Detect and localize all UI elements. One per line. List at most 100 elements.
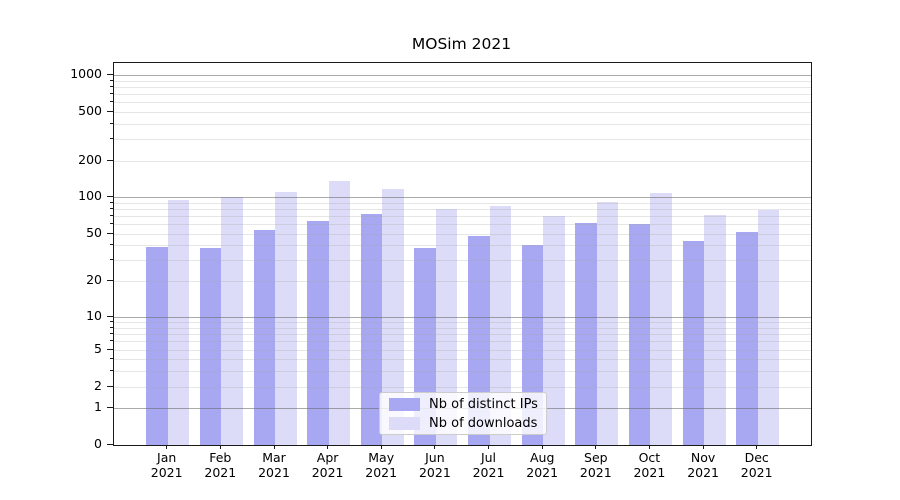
- x-tick-year: 2021: [258, 465, 290, 480]
- y-minor-tick-mark-300: [110, 138, 113, 140]
- gridline-7: [114, 334, 811, 335]
- gridline-300: [114, 139, 811, 141]
- y-tick-mark-20: [107, 280, 113, 281]
- x-tick-label-jun: Jun 2021: [395, 450, 475, 480]
- y-tick-mark-10: [107, 316, 113, 317]
- x-tick-mark-oct: [648, 445, 650, 449]
- y-tick-label-200: 200: [78, 152, 102, 167]
- gridline-500: [114, 112, 811, 113]
- y-tick-mark-1: [107, 407, 113, 408]
- bar-distinct-ips-may: [360, 213, 383, 445]
- x-tick-label-sep: Sep 2021: [556, 450, 636, 480]
- chart-title: MOSim 2021: [411, 35, 512, 53]
- y-tick-label-100: 100: [78, 188, 102, 203]
- x-tick-year: 2021: [740, 465, 773, 480]
- gridline-6: [114, 341, 811, 343]
- legend: Nb of distinct IPs Nb of downloads: [379, 392, 547, 435]
- x-tick-year: 2021: [633, 465, 666, 480]
- bar-downloads-sep: [596, 202, 619, 445]
- y-minor-tick-mark-700: [110, 93, 113, 94]
- x-tick-month: Jul: [480, 450, 497, 465]
- y-minor-tick-mark-40: [110, 244, 113, 246]
- x-tick-month: Jan: [157, 450, 177, 465]
- gridline-800: [114, 86, 811, 88]
- gridline-200: [114, 161, 811, 162]
- x-tick-month: Sep: [584, 450, 608, 465]
- y-minor-tick-mark-80: [110, 207, 113, 209]
- x-tick-mark-jun: [434, 445, 436, 449]
- gridline-700: [114, 94, 811, 95]
- gridline-9: [114, 322, 811, 323]
- gridline-600: [114, 102, 811, 104]
- y-tick-label-0: 0: [94, 436, 102, 451]
- gridline-1000: [114, 75, 811, 76]
- x-tick-label-aug: Aug 2021: [502, 450, 582, 480]
- y-minor-tick-mark-9: [110, 321, 113, 322]
- y-tick-label-1000: 1000: [70, 66, 102, 81]
- y-minor-tick-mark-8: [110, 326, 113, 328]
- y-tick-label-5: 5: [94, 341, 102, 356]
- y-minor-tick-mark-800: [110, 85, 113, 87]
- x-tick-month: Mar: [262, 450, 286, 465]
- x-tick-mark-aug: [541, 445, 543, 449]
- x-tick-label-jan: Jan 2021: [127, 450, 207, 480]
- x-tick-mark-nov: [702, 445, 704, 449]
- bar-distinct-ips-sep: [575, 223, 597, 445]
- x-tick-year: 2021: [418, 465, 451, 480]
- bar-distinct-ips-feb: [199, 248, 222, 445]
- y-minor-tick-mark-3: [110, 369, 113, 371]
- bar-downloads-oct: [650, 193, 672, 445]
- x-tick-mark-sep: [595, 445, 597, 449]
- gridline-2: [114, 387, 811, 388]
- y-tick-label-50: 50: [86, 225, 102, 240]
- gridline-30: [114, 260, 811, 262]
- gridline-900: [114, 80, 811, 82]
- gridline-40: [114, 245, 811, 247]
- gridline-80: [114, 208, 811, 210]
- bar-downloads-aug: [543, 216, 565, 445]
- x-tick-month: May: [368, 450, 395, 465]
- bar-distinct-ips-jan: [146, 246, 168, 445]
- legend-label-downloads: Nb of downloads: [429, 415, 538, 431]
- x-tick-month: Oct: [638, 450, 661, 465]
- x-tick-mark-apr: [327, 445, 329, 449]
- x-tick-label-mar: Mar 2021: [234, 450, 314, 480]
- gridline-50: [114, 234, 811, 235]
- x-tick-mark-may: [380, 445, 382, 449]
- x-tick-mark-feb: [219, 445, 221, 449]
- y-minor-tick-mark-90: [110, 201, 113, 203]
- y-minor-tick-mark-400: [110, 122, 113, 124]
- y-tick-mark-5: [107, 349, 113, 350]
- gridline-90: [114, 202, 811, 204]
- x-tick-year: 2021: [365, 465, 398, 480]
- bar-downloads-jun: [435, 208, 458, 445]
- y-tick-label-1: 1: [94, 399, 102, 414]
- x-tick-label-oct: Oct 2021: [609, 450, 689, 480]
- legend-swatch-distinct-ips: [389, 397, 420, 411]
- x-tick-year: 2021: [311, 465, 344, 480]
- bar-downloads-feb: [221, 197, 243, 445]
- plot-area: Nb of distinct IPs Nb of downloads: [113, 62, 812, 446]
- x-tick-month: Aug: [529, 450, 555, 465]
- x-tick-year: 2021: [579, 465, 612, 480]
- y-tick-label-500: 500: [78, 103, 102, 118]
- grid-layer: [114, 63, 811, 445]
- bar-downloads-jul: [489, 206, 511, 445]
- y-minor-tick-mark-60: [110, 223, 113, 225]
- y-minor-tick-mark-70: [110, 215, 113, 216]
- bar-downloads-jan: [167, 199, 190, 445]
- gridline-5: [114, 350, 811, 351]
- x-tick-label-nov: Nov 2021: [663, 450, 743, 480]
- gridline-70: [114, 216, 811, 217]
- x-tick-month: Apr: [316, 450, 339, 465]
- y-tick-mark-2: [107, 386, 113, 387]
- y-tick-mark-500: [107, 111, 113, 112]
- y-tick-label-10: 10: [86, 308, 102, 323]
- gridline-20: [114, 281, 811, 282]
- gridline-100: [114, 197, 811, 198]
- gridline-10: [114, 317, 811, 318]
- x-tick-year: 2021: [150, 465, 183, 480]
- y-tick-mark-200: [107, 160, 113, 161]
- bar-downloads-nov: [704, 214, 726, 445]
